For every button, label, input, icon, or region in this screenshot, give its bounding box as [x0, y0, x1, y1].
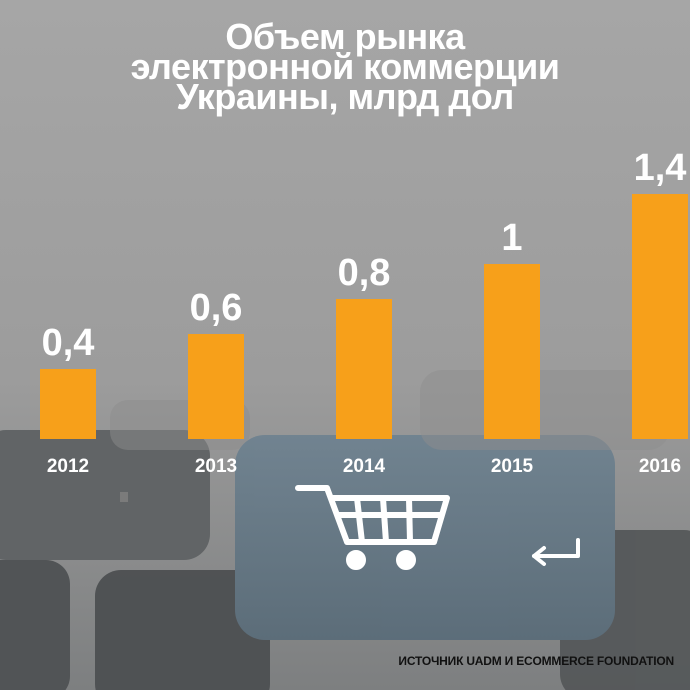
title-line: Объем рынка: [225, 16, 465, 57]
category-label: 2013: [195, 456, 237, 477]
bar-2013: [188, 334, 244, 439]
value-label: 1,4: [634, 147, 687, 189]
keyboard-key: [0, 430, 210, 560]
enter-arrow-icon: [532, 538, 580, 566]
category-label: 2016: [639, 456, 681, 477]
bar-2014: [336, 299, 392, 439]
keyboard-key: [95, 570, 270, 690]
source-note: ИСТОЧНИК UADM И ECOMMERCE FOUNDATION: [398, 654, 674, 668]
value-label: 1: [501, 217, 522, 259]
keyboard-key: [0, 560, 70, 690]
bar-2016: [632, 194, 688, 439]
enter-key: [235, 435, 615, 640]
category-label: 2015: [491, 456, 534, 477]
key-mark: [120, 492, 128, 502]
bar-2012: [40, 369, 96, 439]
keyboard-key: [420, 370, 670, 450]
category-label: 2012: [47, 456, 89, 477]
value-label: 0,4: [42, 322, 95, 364]
keyboard-decoration: [0, 370, 690, 690]
bar-2015: [484, 264, 540, 439]
title-line: электронной коммерции: [130, 46, 560, 87]
title-line: Украины, млрд дол: [176, 76, 514, 117]
chart-title: Объем рынка электронной коммерции Украин…: [0, 16, 690, 117]
value-label: 0,6: [190, 287, 243, 329]
shopping-cart-icon: [295, 485, 450, 570]
category-label: 2014: [343, 456, 386, 477]
value-label: 0,8: [338, 252, 391, 294]
bar-chart: 0,4 2012 0,6 2013 0,8 2014 1 2015 1,4 2016: [40, 147, 688, 477]
